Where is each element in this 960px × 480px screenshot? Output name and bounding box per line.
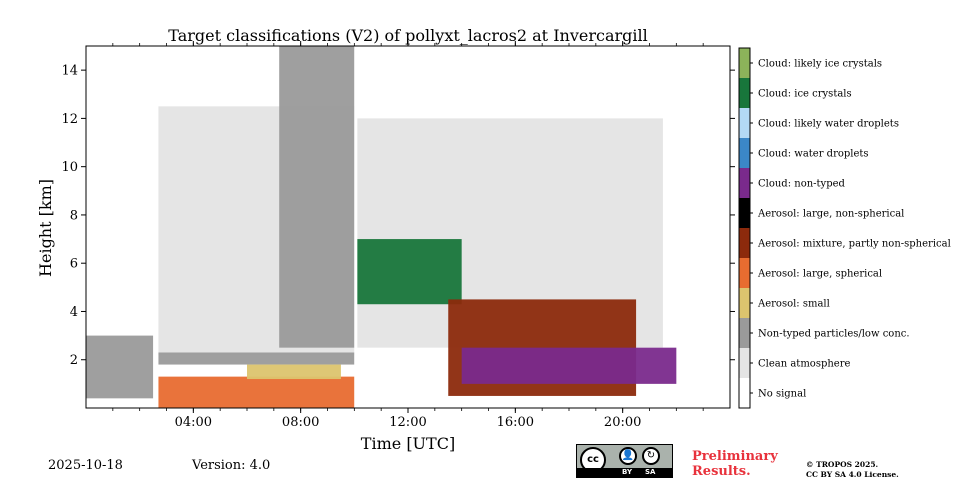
- legend-label: Clean atmosphere: [758, 359, 851, 370]
- legend-swatch: [739, 378, 750, 408]
- y-tick-label: 14: [61, 64, 78, 79]
- license-line2: CC BY SA 4.0 License.: [806, 470, 899, 479]
- legend-label: Aerosol: large, spherical: [757, 269, 882, 280]
- chart-title: Target classifications (V2) of pollyxt_l…: [168, 26, 647, 45]
- license-line1: © TROPOS 2025.: [806, 460, 879, 469]
- badge-sa-text: SA: [645, 468, 656, 476]
- legend-label: Non-typed particles/low conc.: [758, 329, 910, 340]
- legend-swatch: [739, 318, 750, 348]
- legend-label: Cloud: non-typed: [758, 179, 846, 190]
- date-label: 2025-10-18: [48, 458, 123, 473]
- legend-swatch: [739, 228, 750, 258]
- attribution-icon: 👤: [619, 447, 637, 465]
- legend-label: No signal: [758, 389, 806, 400]
- x-axis-label: Time [UTC]: [361, 434, 455, 453]
- legend-label: Aerosol: large, non-spherical: [757, 209, 904, 220]
- legend-swatch: [739, 48, 750, 78]
- y-tick-label: 8: [70, 208, 78, 223]
- y-tick-label: 4: [70, 305, 78, 320]
- heatmap-region-8: [247, 364, 341, 380]
- x-tick-label: 04:00: [175, 415, 212, 430]
- x-tick-label: 20:00: [604, 415, 641, 430]
- badge-bar: [577, 468, 672, 477]
- y-axis-label: Height [km]: [36, 179, 55, 277]
- y-tick-label: 6: [70, 257, 78, 272]
- badge-by-text: BY: [622, 468, 633, 476]
- version-label: Version: 4.0: [192, 458, 271, 473]
- class-legend: Cloud: likely ice crystals Cloud: ice cry…: [738, 47, 951, 409]
- plot-area: 04:00 08:00 12:00 16:00 20:00 2 4 6 8 10 12 14: [61, 41, 735, 430]
- license-text: © TROPOS 2025. CC BY SA 4.0 License.: [806, 460, 899, 480]
- heatmap-region-5: [86, 335, 154, 399]
- legend-swatch: [739, 78, 750, 108]
- heatmap-region-11: [461, 347, 677, 384]
- data-gap: [354, 46, 358, 408]
- legend-label: Cloud: likely water droplets: [758, 119, 899, 130]
- preliminary-line2: Results.: [692, 464, 751, 479]
- heatmap-region-4: [279, 46, 355, 348]
- legend-label: Cloud: water droplets: [758, 149, 869, 160]
- heatmap-region-6: [158, 352, 355, 365]
- x-tick-label: 12:00: [389, 415, 426, 430]
- share-alike-icon: ↻: [642, 447, 660, 465]
- x-tick-label: 16:00: [497, 415, 534, 430]
- legend-swatch: [739, 138, 750, 168]
- legend-swatch: [739, 288, 750, 318]
- legend-swatch: [739, 258, 750, 288]
- y-tick-label: 10: [61, 160, 78, 175]
- legend-label: Aerosol: mixture, partly non-spherical: [757, 239, 951, 250]
- y-tick-label: 12: [61, 112, 78, 127]
- x-tick-label: 08:00: [282, 415, 319, 430]
- legend-label: Aerosol: small: [757, 299, 830, 310]
- legend-label: Cloud: ice crystals: [758, 89, 852, 100]
- preliminary-notice: Preliminary Results.: [692, 449, 778, 479]
- preliminary-line1: Preliminary: [692, 449, 778, 464]
- legend-swatch: [739, 348, 750, 378]
- y-tick-label: 2: [70, 353, 78, 368]
- heatmap-region-7: [158, 376, 355, 408]
- legend-swatch: [739, 108, 750, 138]
- legend-frame: [738, 47, 751, 409]
- cc-license-badge[interactable]: cc 👤 ↻ BY SA: [576, 444, 673, 478]
- legend-label: Cloud: likely ice crystals: [758, 59, 882, 70]
- legend-swatch: [739, 168, 750, 198]
- heatmap-region-9: [357, 239, 462, 305]
- legend-swatch: [739, 198, 750, 228]
